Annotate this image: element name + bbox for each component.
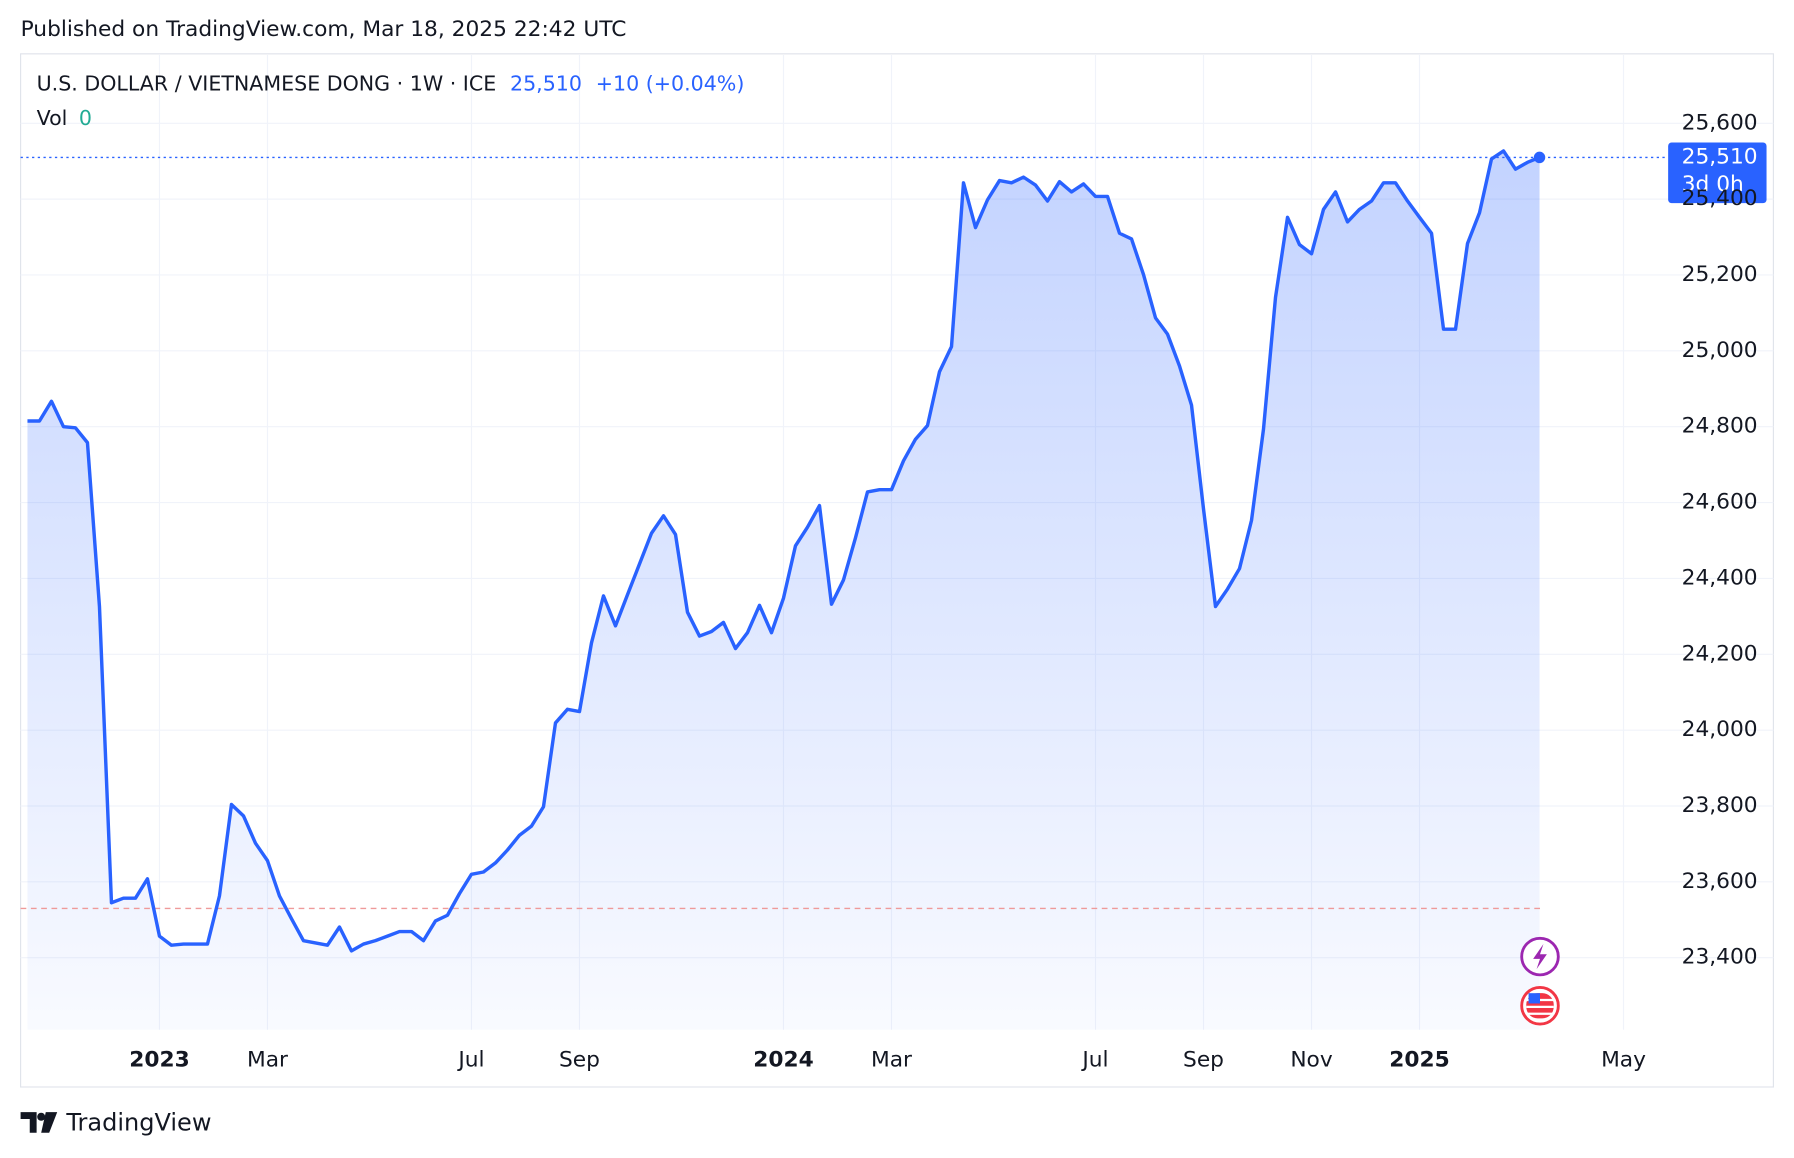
y-tick-label: 25,200 [1682, 262, 1758, 287]
price-tag [1668, 142, 1767, 204]
event-icons [1520, 936, 1560, 1026]
volume-row: Vol 0 [37, 106, 92, 130]
x-tick-label: Sep [559, 1048, 600, 1073]
x-tick-label: 2025 [1389, 1048, 1449, 1073]
volume-label: Vol [37, 106, 68, 130]
logo-mark [20, 1112, 58, 1133]
y-tick-label: 24,600 [1682, 490, 1758, 515]
x-tick-label: Mar [247, 1048, 288, 1073]
x-tick-label: Nov [1290, 1048, 1333, 1073]
x-tick-label: 2023 [129, 1048, 189, 1073]
x-tick-label: Mar [871, 1048, 912, 1073]
y-tick-label: 23,600 [1682, 869, 1758, 894]
y-tick-label: 25,600 [1682, 110, 1758, 135]
brand: TradingView [65, 1109, 211, 1137]
logo-dot [37, 1112, 46, 1121]
x-tick-label: May [1601, 1048, 1646, 1073]
plot: 25,510 3d 0h [20, 142, 1767, 1030]
frame [20, 53, 1774, 1088]
x-tick-label: Sep [1183, 1048, 1224, 1073]
y-tick-label: 24,200 [1682, 641, 1758, 666]
x-tick-label: Jul [456, 1048, 484, 1073]
x-tick-label: 2024 [753, 1048, 813, 1073]
lightning [1533, 943, 1547, 970]
last-price: 25,510 [510, 72, 582, 96]
price-tag-value: 25,510 [1682, 144, 1758, 169]
y-tick-label: 25,400 [1682, 186, 1758, 211]
volume-value: 0 [79, 106, 92, 130]
y-tick-label: 23,400 [1682, 945, 1758, 970]
area-fill [27, 150, 1540, 1030]
logo: TradingView [20, 1109, 211, 1137]
y-tick-label: 24,800 [1682, 414, 1758, 439]
x-tick-label: Jul [1080, 1048, 1108, 1073]
y-tick-label: 23,800 [1682, 793, 1758, 818]
price-line [27, 149, 1541, 953]
symbol-title: U.S. DOLLAR / VIETNAMESE DONG · 1W · ICE… [37, 72, 745, 96]
change: +10 (+0.04%) [596, 72, 745, 96]
flag-canton [1528, 993, 1541, 1004]
price-tag-countdown: 3d 0h [1682, 172, 1744, 197]
y-tick-label: 25,000 [1682, 338, 1758, 363]
axes: 23,400 23,600 23,800 24,000 24,200 24,400 24,6… [129, 110, 1757, 1072]
title: U.S. DOLLAR / VIETNAMESE DONG · 1W · ICE [37, 72, 497, 96]
published: Published on TradingView.com, Mar 18, 20… [21, 17, 627, 42]
y-tick-label: 24,000 [1682, 717, 1758, 742]
y-tick-label: 24,400 [1682, 565, 1758, 590]
last-point [1533, 151, 1546, 164]
